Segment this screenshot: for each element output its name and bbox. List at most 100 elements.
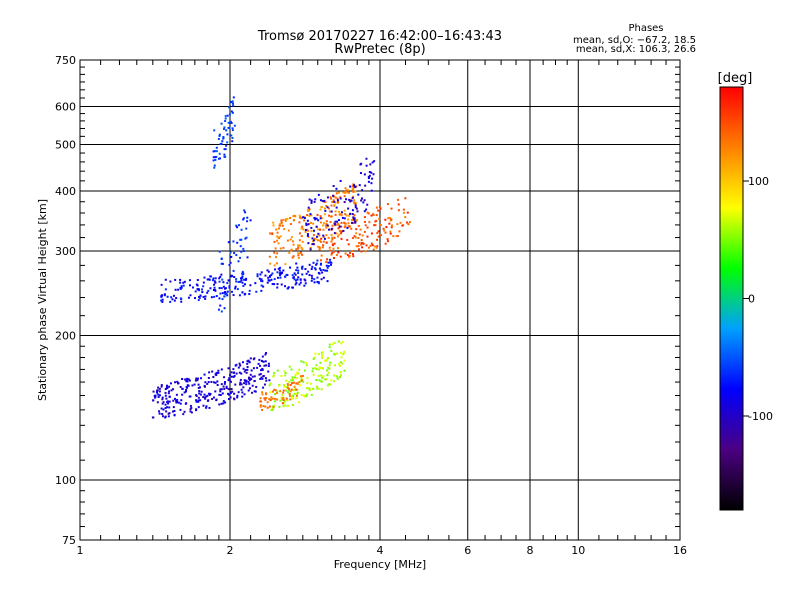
data-point [335,187,338,190]
data-point [242,247,245,250]
data-point [407,223,410,226]
data-point [254,282,257,285]
data-point [291,397,294,400]
data-point [353,235,356,238]
data-point [340,356,343,359]
data-point [305,394,308,397]
data-point [292,243,295,246]
data-point [330,210,333,213]
data-point [370,182,373,185]
data-point [292,389,295,392]
data-point [324,269,327,272]
data-point [375,219,378,222]
data-point [259,404,262,407]
data-point [218,393,221,396]
data-point [241,270,244,273]
data-point [345,214,348,217]
data-point [173,299,176,302]
data-point [323,237,326,240]
data-point [353,199,356,202]
data-point [249,357,252,360]
data-point [321,271,324,274]
data-point [309,382,312,385]
data-point [277,236,280,239]
data-point [233,397,236,400]
data-point [298,384,301,387]
data-point [198,296,201,299]
data-point [226,133,229,136]
data-point [231,111,234,114]
data-point [340,231,343,234]
data-point [241,281,244,284]
data-point [220,287,223,290]
data-point [284,374,287,377]
data-point [199,393,202,396]
data-point [228,113,231,116]
data-point [319,240,322,243]
data-point [314,218,317,221]
data-point [225,385,228,388]
data-point [225,293,228,296]
data-point [227,388,230,391]
data-point [340,342,343,345]
data-point [273,388,276,391]
data-point [223,387,226,390]
y-tick-label: 600 [55,101,76,114]
data-point [228,263,231,266]
data-point [335,375,338,378]
data-point [228,286,231,289]
data-point [355,232,358,235]
data-point [206,278,209,281]
data-point [326,384,329,387]
data-point [335,254,338,257]
x-tick-label: 16 [673,544,687,557]
data-point [233,276,236,279]
data-point [346,188,349,191]
data-point [271,390,274,393]
data-point [232,269,235,272]
data-point [319,215,322,218]
data-point [226,141,229,144]
data-point [207,392,210,395]
data-point [335,192,338,195]
data-point [271,233,274,236]
data-point [199,399,202,402]
data-point [267,370,270,373]
data-point [328,246,331,249]
data-point [274,247,277,250]
data-point [205,395,208,398]
data-point [330,240,333,243]
data-point [242,386,245,389]
data-point [310,214,313,217]
data-point [181,387,184,390]
data-point [354,190,357,193]
data-point [351,187,354,190]
data-point [161,412,164,415]
data-point [214,158,217,161]
data-point [289,266,292,269]
data-point [271,408,274,411]
data-point [307,236,310,239]
data-point [313,281,316,284]
data-point [203,373,206,376]
data-point [223,382,226,385]
data-point [322,367,325,370]
data-point [227,241,230,244]
data-point [295,382,298,385]
data-point [360,241,363,244]
data-point [238,371,241,374]
data-point [341,230,344,233]
data-point [234,285,237,288]
data-point [328,367,331,370]
data-point [282,399,285,402]
data-point [278,405,281,408]
data-point [293,219,296,222]
data-point [357,248,360,251]
data-point [245,383,248,386]
data-point [201,288,204,291]
data-point [211,279,214,282]
data-point [264,377,267,380]
data-point [197,288,200,291]
data-point [354,220,357,223]
data-point [268,405,271,408]
